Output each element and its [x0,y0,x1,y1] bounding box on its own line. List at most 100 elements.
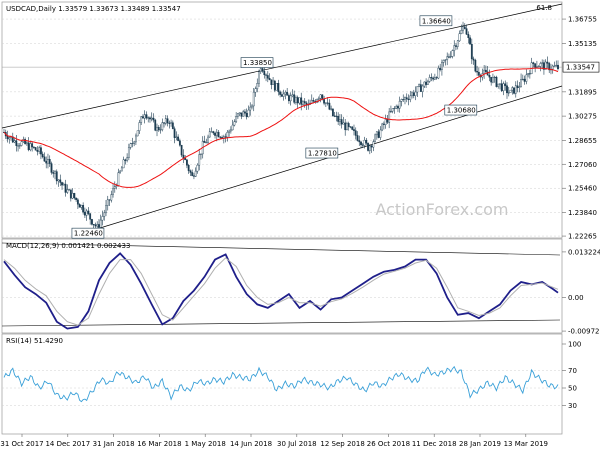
macd-line [3,252,559,330]
candle-body [377,131,380,138]
candle-body [17,145,19,147]
candle-body [113,186,116,189]
candle-body [319,94,322,99]
candle-body [426,81,429,85]
candle-body [280,94,283,97]
candle-body [131,143,134,145]
price-tick-label: 1.25460 [568,185,597,193]
candle-body [91,219,93,225]
rsi-tick-label: 70 [568,367,577,375]
candle-body [275,83,278,91]
candle-body [544,61,547,70]
candle-body [259,68,262,72]
candle-body [112,188,114,195]
candle-body [25,142,28,144]
candle-body [507,92,510,94]
candle-body [171,122,174,129]
candle-body [539,63,542,67]
candle-body [368,145,371,151]
price-tick-label: 1.23840 [568,209,597,217]
candle-body [208,131,211,138]
candle-body [212,131,215,134]
candle-body [428,77,431,82]
price-symbol: USDCAD,Daily [6,5,56,13]
candle-body [84,211,86,216]
price-level-box [419,15,453,27]
price-tick-label: 1.27060 [568,161,597,169]
candle-body [150,117,153,120]
candle-body [177,136,180,141]
candle-body [500,83,503,91]
candle-body [390,110,392,113]
candle-body [414,91,417,96]
candle-body [178,140,181,146]
candle-body [40,147,42,155]
candle-body [161,122,164,130]
candle-body [541,62,544,64]
candle-body [411,92,413,97]
candle-body [108,199,111,201]
candle-body [98,224,100,228]
candle-body [523,78,526,82]
candle-body [140,116,143,123]
candle-body [99,219,102,228]
rsi-tick-label: 100 [568,341,581,349]
price-tick-label: 1.30275 [568,113,597,121]
candle-body [483,69,486,74]
candle-body [245,112,248,118]
candle-body [418,84,420,87]
date-tick-label: 1 May 2018 [185,440,226,448]
candle-body [157,127,160,131]
candle-body [205,142,208,144]
candle-body [52,172,55,174]
candle-body [298,97,301,104]
current-price-label: 1.33547 [566,64,595,72]
candle-body [180,144,183,156]
candle-body [326,102,329,104]
candle-body [122,159,125,169]
macd-title: MACD(12,26,9) 0.001421 0.002433 [6,242,130,250]
candle-body [126,157,129,161]
candle-body [103,212,106,217]
candle-body [469,37,471,45]
candle-body [124,159,127,161]
candle-body [423,81,426,87]
date-tick-label: 28 Jan 2019 [459,440,501,448]
candle-body [135,135,137,143]
price-level-box [71,227,105,239]
candle-body [402,99,405,101]
candle-body [219,136,222,138]
candle-body [555,64,558,67]
candle-body [142,116,144,119]
candle-body [525,74,528,82]
candle-body [444,59,447,61]
candle-body [323,99,325,104]
candle-body [467,34,470,38]
candle-body [96,224,99,227]
candle-body [163,122,165,124]
date-tick-label: 14 Dec 2017 [45,440,90,448]
candle-body [370,145,373,148]
macd-tick-label: 0.00 [568,294,584,302]
date-tick-label: 13 Mar 2019 [504,440,548,448]
candle-body [400,99,403,102]
candle-body [398,101,401,109]
candle-body [233,121,236,126]
ohlc-readout: 1.33579 1.33673 1.33489 1.33547 [58,5,180,13]
candle-body [136,130,139,137]
candle-body [62,183,65,186]
candle-body [455,45,457,47]
candle-body [339,119,341,122]
candle-body [217,131,220,138]
candle-body [546,61,549,64]
candle-body [29,143,32,151]
candle-body [75,197,78,200]
watermark: ActionForex.com [375,200,508,219]
candle-body [18,145,21,147]
candle-body [395,106,398,109]
rsi-tick-label: 30 [568,402,577,410]
candle-body [342,122,345,125]
candle-body [266,75,269,79]
candle-body [492,77,494,83]
candle-body [57,179,60,182]
